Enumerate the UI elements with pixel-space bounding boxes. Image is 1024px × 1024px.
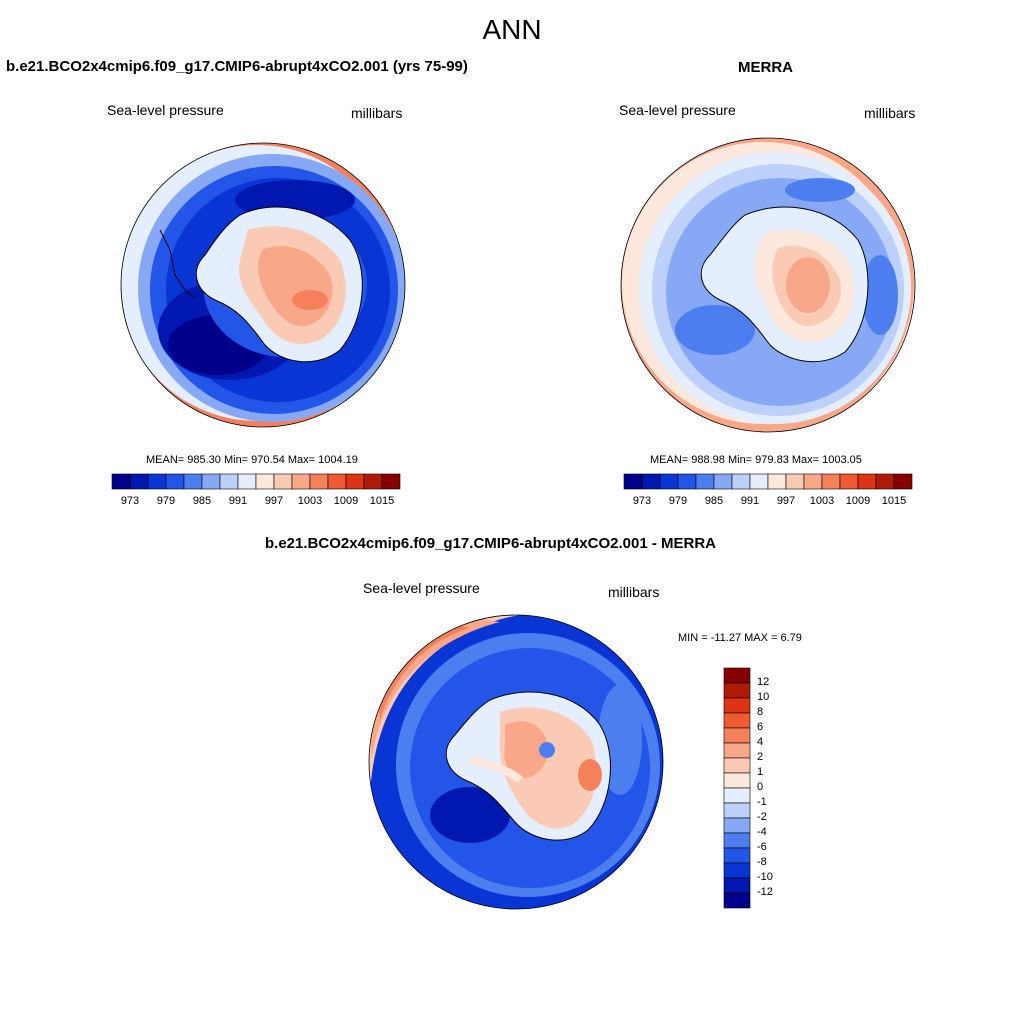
panel3-colorbar-swatch bbox=[723, 682, 751, 699]
panel1-colorbar-tick-label: 1015 bbox=[369, 495, 395, 507]
panel2-colorbar-swatch bbox=[803, 473, 823, 490]
panel3-colorbar-tick-label: 1 bbox=[757, 766, 764, 778]
panel2-colorbar-swatch bbox=[731, 473, 751, 490]
panel3-colorbar-tick-label: -6 bbox=[757, 841, 767, 853]
panel1-colorbar-swatch bbox=[363, 473, 383, 490]
panel2-stats: MEAN= 988.98 Min= 979.83 Max= 1003.05 bbox=[650, 454, 862, 466]
panel2-colorbar-tick-label: 1015 bbox=[881, 495, 907, 507]
panel2-colorbar-tick-label: 979 bbox=[668, 495, 688, 507]
panel3-colorbar-tick-label: -4 bbox=[757, 826, 767, 838]
panel3-colorbar-swatch bbox=[723, 832, 751, 849]
panel1-colorbar-tick-label: 1003 bbox=[297, 495, 323, 507]
panel2-colorbar-swatch bbox=[659, 473, 679, 490]
panel2-colorbar-tick-label: 985 bbox=[704, 495, 724, 507]
panel2-colorbar-swatch bbox=[821, 473, 841, 490]
panel1-colorbar-swatch bbox=[237, 473, 257, 490]
panel3-colorbar-swatch bbox=[723, 712, 751, 729]
panel1-colorbar-swatch bbox=[111, 473, 131, 490]
panel3-colorbar-tick-label: -12 bbox=[757, 886, 773, 898]
panel2-variable-label: Sea-level pressure bbox=[619, 102, 736, 118]
panel3-colorbar-swatch bbox=[723, 757, 751, 774]
panel2-colorbar-swatch bbox=[839, 473, 859, 490]
panel3-polar-map bbox=[369, 615, 663, 909]
panel1-stats: MEAN= 985.30 Min= 970.54 Max= 1004.19 bbox=[146, 454, 358, 466]
panel2-title: MERRA bbox=[738, 59, 793, 76]
panel3-variable-label: Sea-level pressure bbox=[363, 580, 480, 596]
panel2-colorbar-swatch bbox=[875, 473, 895, 490]
panel3-units-label: millibars bbox=[608, 584, 660, 600]
panel1-units-label: millibars bbox=[351, 105, 403, 121]
panel3-colorbar-tick-label: -8 bbox=[757, 856, 767, 868]
panel2-colorbar-swatch bbox=[695, 473, 715, 490]
panel1-colorbar-swatch bbox=[165, 473, 185, 490]
panel2-colorbar-swatch bbox=[641, 473, 661, 490]
panel1-colorbar-tick-label: 991 bbox=[228, 495, 248, 507]
panel2-colorbar-tick-label: 991 bbox=[740, 495, 760, 507]
panel2-colorbar-swatch bbox=[623, 473, 643, 490]
panel3-colorbar-swatch bbox=[723, 862, 751, 879]
panel1-colorbar-swatch bbox=[291, 473, 311, 490]
panel3-colorbar-swatch bbox=[723, 802, 751, 819]
panel1-colorbar-tick-label: 997 bbox=[264, 495, 284, 507]
panel3-colorbar-tick-label: 8 bbox=[757, 706, 764, 718]
panel2-colorbar-swatch bbox=[893, 473, 913, 490]
panel3-colorbar bbox=[723, 667, 751, 909]
panel2-colorbar-tick-label: 1009 bbox=[845, 495, 871, 507]
panel2-colorbar-swatch bbox=[767, 473, 787, 490]
panel3-colorbar-tick-label: 2 bbox=[757, 751, 764, 763]
panel3-colorbar-swatch bbox=[723, 817, 751, 834]
panel3-colorbar-tick-label: -2 bbox=[757, 811, 767, 823]
panel1-colorbar-swatch bbox=[147, 473, 167, 490]
main-title: ANN bbox=[482, 14, 542, 45]
panel3-colorbar-swatch bbox=[723, 787, 751, 804]
panel1-colorbar bbox=[111, 473, 401, 490]
panel2-colorbar-swatch bbox=[749, 473, 769, 490]
panel3-colorbar-tick-label: 0 bbox=[757, 781, 764, 793]
panel1-polar-map bbox=[121, 143, 405, 427]
panel2-colorbar-tick-label: 997 bbox=[776, 495, 796, 507]
panel3-colorbar-swatch bbox=[723, 727, 751, 744]
panel2-colorbar-swatch bbox=[785, 473, 805, 490]
panel1-colorbar-swatch bbox=[273, 473, 293, 490]
panel1-colorbar-swatch bbox=[219, 473, 239, 490]
panel1-colorbar-tick-label: 979 bbox=[156, 495, 176, 507]
panel2-colorbar-tick-label: 1003 bbox=[809, 495, 835, 507]
panel3-colorbar-tick-label: 6 bbox=[757, 721, 764, 733]
panel3-colorbar-tick-label: 10 bbox=[757, 691, 770, 703]
panel3-colorbar-swatch bbox=[723, 892, 751, 909]
panel3-colorbar-swatch bbox=[723, 772, 751, 789]
panel3-colorbar-swatch bbox=[723, 877, 751, 894]
panel3-colorbar-tick-label: -1 bbox=[757, 796, 767, 808]
panel1-colorbar-swatch bbox=[201, 473, 221, 490]
panel3-stats: MIN = -11.27 MAX = 6.79 bbox=[678, 632, 802, 644]
panel1-colorbar-swatch bbox=[255, 473, 275, 490]
panel1-colorbar-tick-label: 985 bbox=[192, 495, 212, 507]
panel1-variable-label: Sea-level pressure bbox=[107, 102, 224, 118]
panel2-polar-map bbox=[621, 138, 915, 432]
panel3-colorbar-tick-label: 4 bbox=[757, 736, 764, 748]
panel1-colorbar-tick-label: 1009 bbox=[333, 495, 359, 507]
panel3-title: b.e21.BCO2x4cmip6.f09_g17.CMIP6-abrupt4x… bbox=[265, 535, 716, 552]
panel2-colorbar-swatch bbox=[857, 473, 877, 490]
panel3-colorbar-swatch bbox=[723, 742, 751, 759]
panel3-colorbar-swatch bbox=[723, 697, 751, 714]
panel2-colorbar-swatch bbox=[677, 473, 697, 490]
panel1-colorbar-swatch bbox=[183, 473, 203, 490]
panel2-units-label: millibars bbox=[864, 105, 916, 121]
panel3-colorbar-swatch bbox=[723, 667, 751, 684]
panel3-colorbar-tick-label: -10 bbox=[757, 871, 773, 883]
panel1-colorbar-swatch bbox=[327, 473, 347, 490]
panel2-colorbar-swatch bbox=[713, 473, 733, 490]
panel2-colorbar bbox=[623, 473, 913, 490]
panel1-colorbar-tick-label: 973 bbox=[120, 495, 140, 507]
panel1-colorbar-swatch bbox=[381, 473, 401, 490]
panel1-colorbar-swatch bbox=[309, 473, 329, 490]
panel3-colorbar-swatch bbox=[723, 847, 751, 864]
panel1-colorbar-swatch bbox=[129, 473, 149, 490]
panel2-colorbar-tick-label: 973 bbox=[632, 495, 652, 507]
panel1-title: b.e21.BCO2x4cmip6.f09_g17.CMIP6-abrupt4x… bbox=[6, 58, 468, 75]
panel3-colorbar-tick-label: 12 bbox=[757, 676, 770, 688]
panel1-colorbar-swatch bbox=[345, 473, 365, 490]
